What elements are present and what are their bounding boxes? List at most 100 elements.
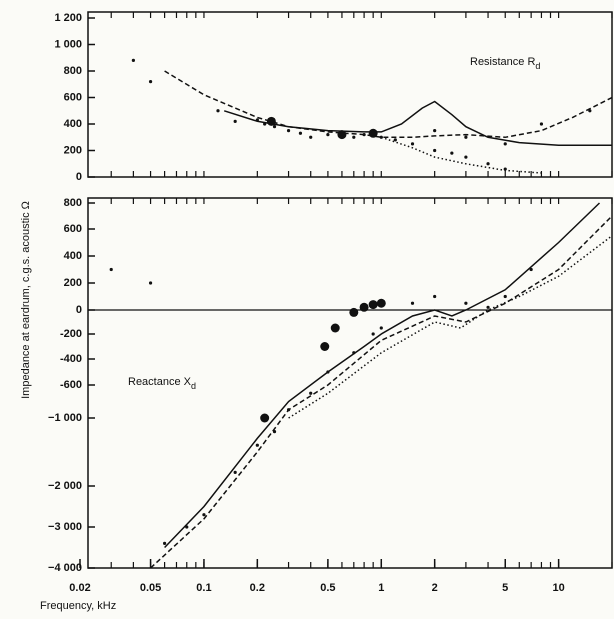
data-point xyxy=(309,391,313,395)
y-tick-label: 400 xyxy=(64,250,82,262)
data-point xyxy=(433,294,437,299)
data-point xyxy=(379,135,383,139)
data-point xyxy=(410,301,415,305)
data-point xyxy=(503,167,507,171)
y-axis-label: Impedance at eardrum, c.g.s. acoustic Ω xyxy=(20,201,32,399)
annotation-text: Resistance R xyxy=(470,56,535,68)
data-point xyxy=(216,109,220,113)
data-point xyxy=(255,443,259,447)
x-tick-label: 10 xyxy=(552,582,564,594)
y-tick-label: 1 200 xyxy=(54,12,82,24)
data-point xyxy=(588,109,592,113)
data-point xyxy=(255,118,259,122)
x-tick-label: 5 xyxy=(502,582,508,594)
data-point xyxy=(464,155,468,159)
data-point xyxy=(486,305,490,309)
data-point xyxy=(352,351,356,355)
annotation-text: Reactance X xyxy=(128,376,192,388)
y-tick-label: -600 xyxy=(60,379,82,391)
data-point xyxy=(185,525,189,529)
data-point xyxy=(320,342,330,351)
y-tick-label: 1 000 xyxy=(54,38,82,50)
x-tick-label: 0.2 xyxy=(250,582,265,594)
data-point xyxy=(260,413,270,423)
data-point xyxy=(539,122,544,126)
plot-frame xyxy=(87,197,613,569)
annotation: Resistance Rd xyxy=(470,56,540,71)
annotation: Reactance Xd xyxy=(128,376,196,391)
y-tick-label: 200 xyxy=(64,277,82,289)
y-tick-label: -400 xyxy=(60,353,82,365)
series-line xyxy=(164,202,601,549)
x-tick-label: 0.05 xyxy=(140,582,161,594)
data-point xyxy=(503,142,507,146)
annotation-subscript: d xyxy=(535,61,540,71)
data-point xyxy=(163,541,167,546)
data-point xyxy=(272,430,277,434)
data-point xyxy=(433,148,437,153)
x-tick-label: 1 xyxy=(378,582,384,594)
data-point xyxy=(298,131,303,135)
y-tick-label: −2 000 xyxy=(48,480,82,492)
data-point xyxy=(272,125,277,129)
data-point xyxy=(371,332,375,336)
data-point xyxy=(148,281,153,285)
data-point xyxy=(148,80,153,84)
data-point xyxy=(362,133,366,137)
data-point xyxy=(368,300,378,310)
data-point xyxy=(337,130,347,140)
data-point xyxy=(486,162,490,166)
data-point xyxy=(376,298,386,308)
data-point xyxy=(503,294,507,299)
data-point xyxy=(368,128,378,138)
data-point xyxy=(359,302,369,312)
y-tick-label: 0 xyxy=(76,304,82,316)
data-point xyxy=(464,135,468,139)
data-point xyxy=(352,135,356,139)
data-point xyxy=(349,307,359,317)
data-point xyxy=(286,408,291,412)
series-line xyxy=(164,70,612,139)
y-tick-label: 400 xyxy=(64,118,82,130)
data-point xyxy=(464,301,468,305)
data-point xyxy=(529,267,533,272)
x-tick-label: 0.1 xyxy=(196,582,211,594)
data-point xyxy=(233,470,237,474)
data-point xyxy=(330,323,340,333)
series-line xyxy=(223,100,612,146)
y-tick-label: 200 xyxy=(64,144,82,156)
data-point xyxy=(393,138,397,142)
annotation-subscript: d xyxy=(191,381,196,391)
series-line xyxy=(288,235,612,419)
data-point xyxy=(266,116,276,126)
data-point xyxy=(109,267,113,272)
y-tick-label: 0 xyxy=(76,171,82,183)
data-point xyxy=(326,133,330,137)
y-tick-label: −4 000 xyxy=(48,562,82,574)
series-line xyxy=(381,136,542,174)
x-tick-label: 0.02 xyxy=(69,582,90,594)
y-tick-label: −1 000 xyxy=(48,412,82,424)
data-point xyxy=(263,122,267,126)
data-point xyxy=(410,142,415,146)
y-tick-label: 800 xyxy=(64,65,82,77)
data-point xyxy=(131,58,135,63)
data-point xyxy=(286,129,291,133)
data-point xyxy=(433,129,437,133)
y-tick-label: -200 xyxy=(60,328,82,340)
x-tick-label: 2 xyxy=(432,582,438,594)
y-tick-label: 600 xyxy=(64,223,82,235)
series-line xyxy=(150,215,612,568)
data-point xyxy=(233,119,237,123)
data-point xyxy=(326,370,330,374)
x-tick-label: 0.5 xyxy=(320,582,335,594)
plot-frame xyxy=(87,11,613,178)
data-point xyxy=(379,326,383,330)
y-tick-label: 800 xyxy=(64,197,82,209)
data-point xyxy=(450,151,454,155)
y-tick-label: −3 000 xyxy=(48,521,82,533)
data-point xyxy=(202,513,206,517)
y-tick-label: 600 xyxy=(64,91,82,103)
data-point xyxy=(309,135,313,139)
